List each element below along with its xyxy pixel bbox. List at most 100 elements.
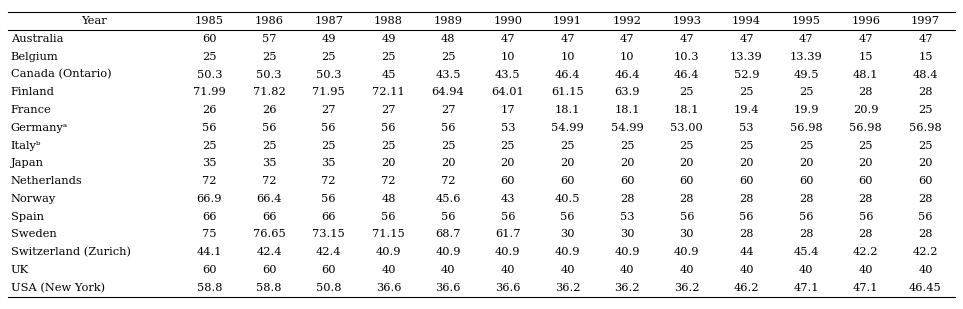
Text: 66: 66 <box>202 212 217 222</box>
Text: 28: 28 <box>859 194 873 204</box>
Text: 60: 60 <box>680 176 694 186</box>
Text: 25: 25 <box>381 141 396 150</box>
Text: 40: 40 <box>620 265 635 275</box>
Text: 40: 40 <box>859 265 873 275</box>
Text: Spain: Spain <box>11 212 43 222</box>
Text: 48.4: 48.4 <box>913 70 938 79</box>
Text: 25: 25 <box>262 52 276 62</box>
Text: 56: 56 <box>441 123 455 133</box>
Text: 35: 35 <box>262 159 276 168</box>
Text: 45: 45 <box>381 70 396 79</box>
Text: 46.4: 46.4 <box>614 70 639 79</box>
Text: 1989: 1989 <box>433 16 462 26</box>
Text: 60: 60 <box>202 265 217 275</box>
Text: 20: 20 <box>381 159 396 168</box>
Text: 47: 47 <box>740 34 754 44</box>
Text: 53: 53 <box>620 212 635 222</box>
Text: 40.5: 40.5 <box>555 194 580 204</box>
Text: 40: 40 <box>441 265 455 275</box>
Text: 56: 56 <box>381 212 396 222</box>
Text: 27: 27 <box>441 105 455 115</box>
Text: 20: 20 <box>859 159 873 168</box>
Text: 68.7: 68.7 <box>435 230 461 239</box>
Text: 75: 75 <box>202 230 217 239</box>
Text: 30: 30 <box>620 230 635 239</box>
Text: 30: 30 <box>560 230 575 239</box>
Text: 42.2: 42.2 <box>913 247 938 257</box>
Text: 40.9: 40.9 <box>376 247 402 257</box>
Text: 56: 56 <box>202 123 217 133</box>
Text: 28: 28 <box>620 194 635 204</box>
Text: 72: 72 <box>322 176 336 186</box>
Text: 1986: 1986 <box>254 16 283 26</box>
Text: 36.6: 36.6 <box>495 283 521 293</box>
Text: 60: 60 <box>740 176 754 186</box>
Text: 15: 15 <box>918 52 933 62</box>
Text: 43.5: 43.5 <box>495 70 521 79</box>
Text: 25: 25 <box>441 141 455 150</box>
Text: 50.3: 50.3 <box>256 70 282 79</box>
Text: 19.9: 19.9 <box>794 105 819 115</box>
Text: 60: 60 <box>918 176 933 186</box>
Text: 40.9: 40.9 <box>435 247 461 257</box>
Text: 36.2: 36.2 <box>614 283 639 293</box>
Text: 36.2: 36.2 <box>555 283 580 293</box>
Text: 1995: 1995 <box>792 16 820 26</box>
Text: 64.94: 64.94 <box>431 87 464 97</box>
Text: 60: 60 <box>560 176 575 186</box>
Text: 20: 20 <box>441 159 455 168</box>
Text: Italyᵇ: Italyᵇ <box>11 141 41 150</box>
Text: Finland: Finland <box>11 87 55 97</box>
Text: 25: 25 <box>680 87 694 97</box>
Text: 56.98: 56.98 <box>849 123 882 133</box>
Text: 46.4: 46.4 <box>674 70 699 79</box>
Text: 72: 72 <box>381 176 396 186</box>
Text: 25: 25 <box>799 141 814 150</box>
Text: 47: 47 <box>620 34 635 44</box>
Text: 36.2: 36.2 <box>674 283 699 293</box>
Text: 56.98: 56.98 <box>790 123 822 133</box>
Text: 72.11: 72.11 <box>372 87 404 97</box>
Text: 56: 56 <box>740 212 754 222</box>
Text: 58.8: 58.8 <box>196 283 222 293</box>
Text: 63.9: 63.9 <box>614 87 639 97</box>
Text: 46.2: 46.2 <box>734 283 759 293</box>
Text: 1987: 1987 <box>314 16 343 26</box>
Text: 45.4: 45.4 <box>794 247 819 257</box>
Text: 61.15: 61.15 <box>551 87 584 97</box>
Text: 28: 28 <box>859 230 873 239</box>
Text: 1993: 1993 <box>672 16 701 26</box>
Text: 60: 60 <box>620 176 635 186</box>
Text: 20: 20 <box>799 159 814 168</box>
Text: 1994: 1994 <box>732 16 761 26</box>
Text: 60: 60 <box>262 265 276 275</box>
Text: 28: 28 <box>859 87 873 97</box>
Text: 56: 56 <box>560 212 575 222</box>
Text: 50.3: 50.3 <box>316 70 342 79</box>
Text: 61.7: 61.7 <box>495 230 521 239</box>
Text: 46.4: 46.4 <box>555 70 580 79</box>
Text: 47.1: 47.1 <box>853 283 878 293</box>
Text: Belgium: Belgium <box>11 52 59 62</box>
Text: 20: 20 <box>620 159 635 168</box>
Text: 50.8: 50.8 <box>316 283 342 293</box>
Text: 26: 26 <box>202 105 217 115</box>
Text: 17: 17 <box>501 105 515 115</box>
Text: 20: 20 <box>740 159 754 168</box>
Text: 1996: 1996 <box>851 16 880 26</box>
Text: 40: 40 <box>740 265 754 275</box>
Text: 20: 20 <box>680 159 694 168</box>
Text: 46.45: 46.45 <box>909 283 942 293</box>
Text: 66.4: 66.4 <box>256 194 282 204</box>
Text: 25: 25 <box>560 141 575 150</box>
Text: 27: 27 <box>381 105 396 115</box>
Text: 47: 47 <box>799 34 814 44</box>
Text: 25: 25 <box>918 141 933 150</box>
Text: 42.4: 42.4 <box>256 247 282 257</box>
Text: 19.4: 19.4 <box>734 105 759 115</box>
Text: 25: 25 <box>680 141 694 150</box>
Text: 40: 40 <box>381 265 396 275</box>
Text: 25: 25 <box>381 52 396 62</box>
Text: 49: 49 <box>322 34 336 44</box>
Text: 28: 28 <box>680 194 694 204</box>
